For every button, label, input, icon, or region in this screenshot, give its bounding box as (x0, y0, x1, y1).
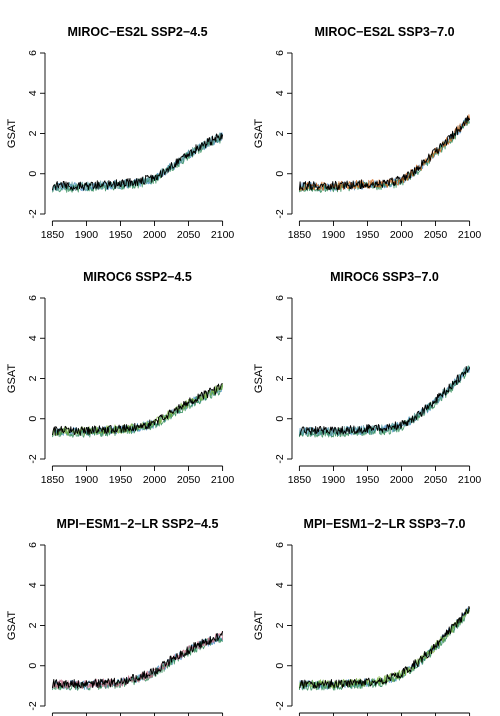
y-axis-label: GSAT (253, 119, 265, 148)
x-tick-label: 2000 (390, 229, 414, 241)
y-tick-label: -2 (27, 209, 39, 218)
series-line-1 (51, 132, 224, 191)
y-tick-label: 4 (274, 582, 286, 588)
panel-title: MPI−ESM1−2−LR SSP3−7.0 (304, 517, 466, 531)
y-axis-label: GSAT (6, 364, 18, 393)
x-tick-label: 2100 (458, 474, 482, 486)
y-axis-label: GSAT (253, 364, 265, 393)
y-tick-label: 6 (27, 295, 39, 301)
y-tick-label: -2 (27, 454, 39, 463)
y-tick-label: -2 (274, 454, 286, 463)
y-tick-label: 6 (274, 295, 286, 301)
panel-title: MIROC−ES2L SSP2−4.5 (67, 25, 207, 39)
series-line-1 (299, 365, 471, 436)
panel-title: MIROC6 SSP3−7.0 (330, 270, 439, 284)
chart-panel-6: MPI−ESM1−2−LR SSP3−7.0-20246185019001950… (253, 517, 471, 716)
y-tick-label: 4 (274, 90, 286, 96)
series-line-4 (298, 114, 471, 191)
y-tick-label: 6 (274, 542, 286, 548)
x-tick-label: 1950 (356, 229, 380, 241)
chart-panel-2: MIROC−ES2L SSP3−7.0 -2 0 2 4 6 1850 1900 1950 200… (253, 25, 481, 241)
y-axis-label: GSAT (253, 611, 265, 640)
x-tick-label: 2050 (177, 474, 201, 486)
panel-title: MPI−ESM1−2−LR SSP2−4.5 (57, 517, 219, 531)
y-tick-label: 0 (274, 171, 286, 177)
x-tick-label: 2000 (143, 474, 167, 486)
series-line-1 (51, 631, 224, 689)
y-tick-label: 0 (274, 416, 286, 422)
x-tick-label: 2050 (177, 229, 201, 241)
y-tick-label: 4 (27, 582, 39, 588)
x-tick-label: 1950 (109, 229, 133, 241)
x-tick-label: 1900 (322, 474, 346, 486)
y-tick-label: 4 (27, 90, 39, 96)
y-tick-label: -2 (274, 701, 286, 710)
y-tick-label: 2 (27, 130, 39, 136)
x-tick-label: 1900 (75, 229, 99, 241)
y-tick-label: 2 (274, 622, 286, 628)
series-line-1 (298, 115, 471, 191)
y-tick-label: 0 (27, 171, 39, 177)
y-axis-label: GSAT (6, 611, 18, 640)
series-line-1 (51, 383, 223, 436)
series-line-2 (298, 366, 471, 437)
x-tick-label: 1850 (41, 229, 65, 241)
y-tick-label: 6 (274, 50, 286, 56)
y-tick-label: 6 (27, 50, 39, 56)
chart-panel-4: MIROC6 SSP3−7.0 -2 0 2 4 6 1850 1900 1950 2000 205… (253, 270, 481, 486)
y-tick-label: 6 (27, 542, 39, 548)
x-tick-label: 1900 (75, 474, 99, 486)
panel-title: MIROC6 SSP2−4.5 (83, 270, 192, 284)
x-tick-label: 1850 (288, 229, 312, 241)
y-tick-label: 2 (27, 375, 39, 381)
x-tick-label: 2100 (211, 474, 235, 486)
x-tick-label: 2050 (424, 229, 448, 241)
y-tick-label: 0 (27, 416, 39, 422)
y-tick-label: 4 (27, 335, 39, 341)
x-tick-label: 1850 (288, 474, 312, 486)
x-tick-label: 1850 (41, 474, 65, 486)
x-tick-label: 1900 (322, 229, 346, 241)
series-line-4 (298, 366, 470, 437)
y-tick-label: -2 (274, 209, 286, 218)
y-tick-label: 2 (274, 375, 286, 381)
chart-panel-5: MPI−ESM1−2−LR SSP2−4.5-20246185019001950… (6, 517, 224, 716)
series-line-4 (298, 608, 471, 689)
y-tick-label: 4 (274, 335, 286, 341)
x-tick-label: 2100 (458, 229, 482, 241)
x-tick-label: 2100 (211, 229, 235, 241)
y-tick-label: 0 (274, 663, 286, 669)
x-tick-label: 1950 (356, 474, 380, 486)
chart-panel-1: MIROC−ES2L SSP2−4.5 -2 0 2 4 6 1850 1900 1950 200… (6, 25, 234, 241)
y-tick-label: 2 (27, 622, 39, 628)
series-line-1 (299, 605, 471, 689)
series-line-4 (52, 631, 224, 690)
y-tick-label: -2 (27, 701, 39, 710)
x-tick-label: 2000 (143, 229, 167, 241)
y-axis-label: GSAT (6, 119, 18, 148)
x-tick-label: 1950 (109, 474, 133, 486)
y-tick-label: 0 (27, 663, 39, 669)
x-tick-label: 2000 (390, 474, 414, 486)
y-tick-label: 2 (274, 130, 286, 136)
x-tick-label: 2050 (424, 474, 448, 486)
chart-panel-3: MIROC6 SSP2−4.5 -2 0 2 4 6 1850 1900 1950 2000 205… (6, 270, 234, 486)
panel-title: MIROC−ES2L SSP3−7.0 (314, 25, 454, 39)
series-line-3 (51, 636, 223, 691)
